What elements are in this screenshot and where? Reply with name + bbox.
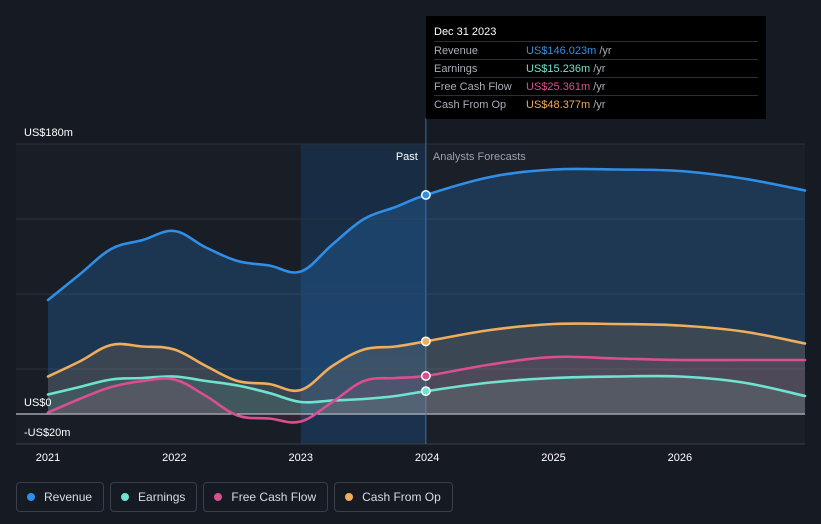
line-cash-from-op (46, 322, 807, 393)
tooltip-row-cash-from-op: Cash From Op US$48.377m /yr (434, 95, 758, 113)
legend-dot-icon (27, 493, 35, 501)
x-tick-label: 2023 (289, 452, 313, 464)
legend-item-free-cash-flow[interactable]: Free Cash Flow (203, 482, 329, 512)
legend-dot-icon (345, 493, 354, 501)
legend-item-earnings[interactable]: Earnings (110, 482, 198, 512)
legend-label: Free Cash Flow (231, 490, 317, 504)
line-free-cash-flow (46, 355, 807, 424)
tooltip-unit: /yr (593, 62, 606, 75)
highlight-point-earnings (420, 386, 431, 397)
tooltip-row-free-cash-flow: Free Cash Flow US$25.361m /yr (434, 77, 758, 95)
tooltip-value: US$15.236m (526, 62, 591, 75)
area-cash-from-op (48, 323, 805, 414)
tooltip-unit: /yr (593, 80, 606, 93)
tooltip-label: Free Cash Flow (434, 80, 512, 93)
tooltip-value: US$146.023m (526, 44, 597, 57)
x-tick-label: 2024 (415, 452, 439, 464)
tooltip-row-earnings: Earnings US$15.236m /yr (434, 59, 758, 77)
tooltip-value: US$48.377m (526, 98, 591, 111)
y-tick-label: US$0 (24, 397, 52, 409)
legend-dot-icon (214, 493, 223, 501)
x-tick-label: 2025 (541, 452, 565, 464)
legend-label: Cash From Op (362, 490, 441, 504)
data-tooltip: Dec 31 2023 Revenue US$146.023m /yr Earn… (426, 16, 766, 119)
legend-label: Earnings (138, 490, 186, 504)
area-revenue (48, 168, 805, 414)
tooltip-date: Dec 31 2023 (434, 26, 497, 38)
highlight-point-revenue (420, 190, 431, 200)
highlight-point-cash-from-op (420, 336, 431, 347)
tooltip-row-revenue: Revenue US$146.023m /yr (434, 41, 758, 59)
tooltip-value: US$25.361m (526, 80, 591, 93)
y-tick-label: -US$20m (24, 427, 70, 439)
legend-label: Revenue (44, 490, 93, 504)
chart-legend: Revenue Earnings Free Cash Flow Cash Fro… (16, 482, 453, 512)
tooltip-unit: /yr (599, 44, 612, 57)
past-label: Past (396, 151, 418, 163)
tooltip-label: Earnings (434, 62, 478, 75)
line-revenue (46, 167, 807, 302)
x-tick-label: 2022 (162, 452, 186, 464)
legend-item-cash-from-op[interactable]: Cash From Op (334, 482, 453, 512)
tooltip-label: Revenue (434, 44, 479, 57)
legend-dot-icon (121, 493, 130, 501)
tooltip-unit: /yr (593, 98, 606, 111)
highlight-point-free-cash-flow (420, 371, 431, 381)
x-tick-label: 2026 (668, 452, 692, 464)
x-tick-label: 2021 (36, 452, 60, 464)
y-tick-label: US$180m (24, 127, 73, 139)
legend-item-revenue[interactable]: Revenue (16, 482, 105, 512)
tooltip-label: Cash From Op (434, 98, 507, 111)
forecast-label: Analysts Forecasts (433, 151, 526, 163)
